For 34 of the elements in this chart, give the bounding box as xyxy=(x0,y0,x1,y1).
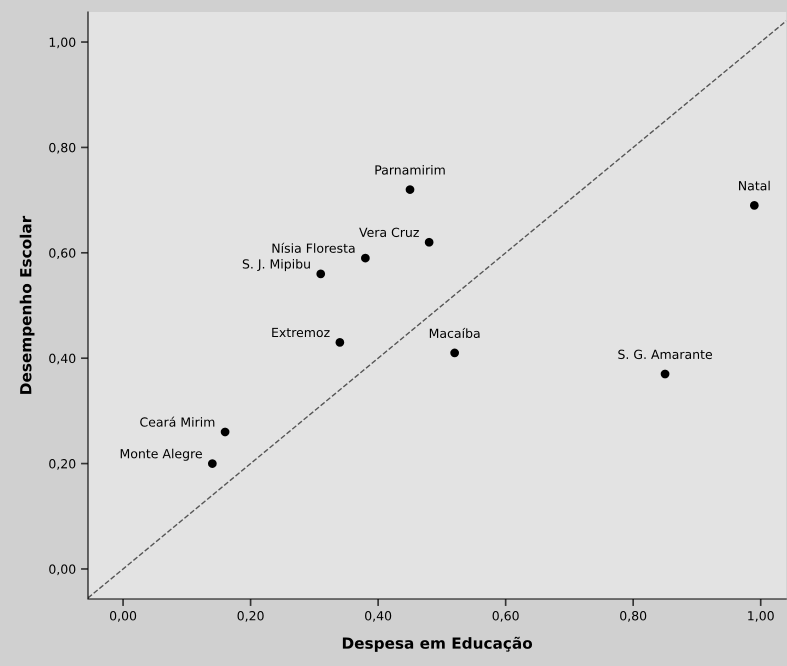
y-tick-label: 0,60 xyxy=(49,248,76,260)
point xyxy=(220,428,230,436)
x-tick-label: 1,00 xyxy=(748,611,774,622)
point xyxy=(335,338,344,347)
x-axis-title: Despesa em Educação xyxy=(342,636,532,652)
point xyxy=(424,238,434,247)
y-tick-label: 0,00 xyxy=(49,564,76,576)
y-tick-label: 1,00 xyxy=(50,38,76,48)
annotation: Parnamirim xyxy=(375,164,445,175)
point xyxy=(450,348,460,358)
point xyxy=(660,370,670,378)
x-tick-label: 0,60 xyxy=(492,611,519,622)
annotation: S. J. Mipibu xyxy=(242,259,310,272)
annotation: S. G. Amarante xyxy=(618,350,712,360)
x-tick-label: 0,20 xyxy=(238,611,264,622)
y-tick-label: 0,80 xyxy=(49,142,76,154)
point xyxy=(208,459,217,468)
x-tick-label: 0,00 xyxy=(110,611,136,622)
annotation: Ceará Mirim xyxy=(140,416,214,427)
annotation: Extremoz xyxy=(272,328,330,338)
y-tick-label: 0,20 xyxy=(49,459,76,470)
point xyxy=(361,254,370,262)
annotation: Natal xyxy=(739,180,770,190)
annotation: Nísia Floresta xyxy=(272,242,355,253)
y-tick-label: 0,40 xyxy=(49,354,76,364)
x-tick-label: 0,40 xyxy=(365,611,392,622)
point xyxy=(316,270,326,278)
point xyxy=(750,201,759,210)
y-axis-title: Desempenho Escolar xyxy=(20,216,34,394)
point xyxy=(406,185,414,194)
annotation: Vera Cruz xyxy=(359,228,419,238)
annotation: Monte Alegre xyxy=(120,448,202,461)
annotation: Macaíba xyxy=(430,328,480,338)
x-tick-label: 0,80 xyxy=(620,611,646,622)
